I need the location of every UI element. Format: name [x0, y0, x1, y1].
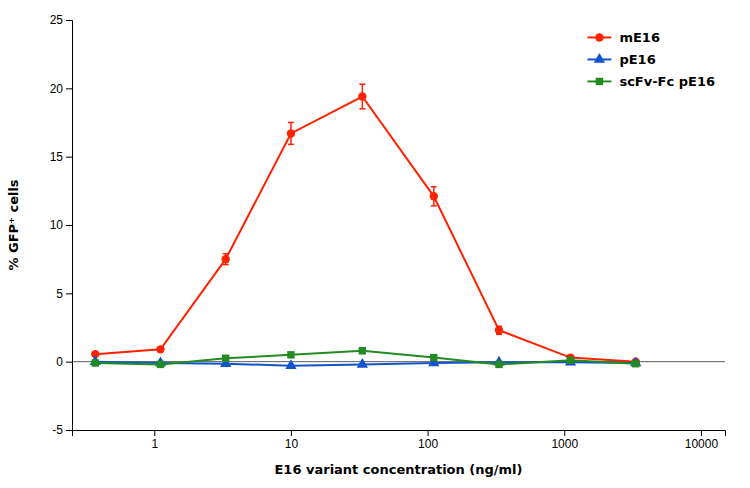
point — [287, 129, 295, 137]
tick-mark — [66, 157, 72, 158]
legend-symbol — [595, 33, 603, 41]
tick-label: 10 — [50, 218, 64, 232]
x-tick: 10 — [285, 430, 299, 451]
series — [92, 347, 640, 368]
legend-symbol — [594, 53, 605, 63]
x-tick: 100 — [418, 430, 438, 451]
x-tick: 1000 — [551, 430, 578, 451]
tick-mark — [66, 430, 72, 431]
tick-mark — [291, 430, 292, 436]
point — [430, 354, 437, 361]
tick-label: -5 — [52, 423, 63, 437]
error-bar-cap — [288, 144, 294, 146]
tick-label: 100 — [418, 437, 438, 451]
legend-label: mE16 — [619, 30, 660, 45]
point — [495, 326, 503, 334]
axis-line — [66, 21, 73, 431]
tick-mark — [66, 88, 72, 89]
tick-label: 0 — [56, 355, 63, 369]
tick-label: 10000 — [685, 437, 719, 451]
point — [222, 355, 229, 362]
point — [285, 359, 296, 369]
tick-label: 20 — [50, 82, 64, 96]
point — [359, 347, 366, 354]
error-bar-cap — [431, 205, 437, 207]
point — [632, 360, 639, 367]
tick-label: 25 — [50, 13, 64, 27]
point — [221, 255, 229, 263]
y-tick: 20 — [50, 82, 72, 96]
legend-symbol — [596, 78, 603, 85]
error-bar-cap — [359, 83, 365, 85]
x-axis: 1 10 100 1000 10000 — [73, 430, 726, 451]
tick-mark — [66, 293, 72, 294]
tick-mark — [701, 430, 702, 436]
tick-mark — [66, 362, 72, 363]
chart: 1 10 100 1000 10000 -5 0 5 10 15 20 25 mE16 pE16 scFv-… — [0, 0, 750, 488]
x-tick: 10000 — [685, 430, 719, 451]
tick-mark — [154, 430, 155, 436]
legend-label: scFv-Fc pE16 — [619, 74, 715, 89]
plot: 1 10 100 1000 10000 -5 0 5 10 15 20 25 mE16 pE16 scFv-… — [50, 13, 726, 450]
error-bar — [359, 348, 365, 353]
series-line — [95, 97, 635, 362]
tick-label: 15 — [50, 150, 64, 164]
error-bar-cap — [223, 253, 229, 255]
legend-item: scFv-Fc pE16 — [587, 74, 715, 89]
point — [495, 361, 502, 368]
point — [92, 359, 99, 366]
tick-mark — [66, 225, 72, 226]
series — [91, 84, 640, 366]
tick-mark — [66, 20, 72, 21]
x-tick: 1 — [151, 430, 158, 451]
y-axis: -5 0 5 10 15 20 25 — [50, 13, 73, 437]
series — [90, 355, 642, 369]
x-axis-title: E16 variant concentration (ng/ml) — [274, 462, 522, 477]
y-tick: 25 — [50, 13, 72, 27]
point — [430, 192, 438, 200]
tick-label: 5 — [56, 287, 63, 301]
legend: mE16 pE16 scFv-Fc pE16 — [587, 30, 715, 89]
tick-label: 10 — [285, 437, 299, 451]
error-bar-cap — [288, 122, 294, 124]
error-bar-cap — [223, 264, 229, 266]
legend-item: mE16 — [587, 30, 660, 45]
point — [156, 345, 164, 353]
y-tick: 5 — [56, 287, 72, 301]
tick-label: 1 — [151, 437, 158, 451]
tick-label: 1000 — [551, 437, 578, 451]
point — [358, 92, 366, 100]
legend-label: pE16 — [619, 52, 655, 67]
point — [567, 357, 574, 364]
error-bar-cap — [359, 108, 365, 110]
y-tick: 0 — [56, 355, 72, 369]
tick-mark — [428, 430, 429, 436]
y-tick: 15 — [50, 150, 72, 164]
point — [157, 361, 164, 368]
marks — [90, 84, 642, 369]
axis-line — [73, 431, 726, 437]
legend-item: pE16 — [587, 52, 655, 67]
point — [357, 358, 368, 368]
point — [287, 351, 294, 358]
y-axis-title: % GFP⁺ cells — [6, 179, 21, 270]
y-tick: -5 — [52, 423, 72, 437]
tick-mark — [564, 430, 565, 436]
error-bar-cap — [431, 186, 437, 188]
y-tick: 10 — [50, 218, 72, 232]
